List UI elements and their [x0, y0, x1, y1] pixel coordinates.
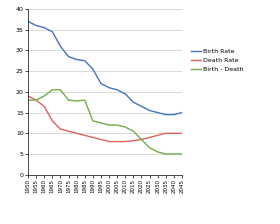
- Birth Rate: [140, 105, 143, 108]
- Birth Rate: [67, 55, 70, 58]
- Death Rate: [107, 140, 111, 143]
- Birth - Death: [67, 99, 70, 101]
- Birth Rate: [123, 93, 127, 95]
- Birth Rate: [132, 101, 135, 103]
- Birth - Death: [26, 99, 30, 101]
- Line: Birth - Death: Birth - Death: [28, 90, 182, 154]
- Line: Death Rate: Death Rate: [28, 96, 182, 142]
- Legend: Birth Rate, Death Rate, Birth - Death: Birth Rate, Death Rate, Birth - Death: [191, 49, 244, 72]
- Death Rate: [148, 136, 151, 139]
- Death Rate: [180, 132, 184, 135]
- Birth - Death: [164, 153, 167, 155]
- Birth - Death: [91, 120, 95, 122]
- Death Rate: [164, 132, 167, 135]
- Birth - Death: [180, 153, 184, 155]
- Birth - Death: [115, 124, 119, 126]
- Birth - Death: [107, 124, 111, 126]
- Birth Rate: [99, 82, 103, 85]
- Birth Rate: [75, 58, 78, 61]
- Birth Rate: [148, 109, 151, 112]
- Death Rate: [123, 140, 127, 143]
- Birth - Death: [123, 126, 127, 128]
- Birth - Death: [99, 122, 103, 124]
- Death Rate: [34, 99, 38, 101]
- Death Rate: [67, 130, 70, 133]
- Death Rate: [75, 132, 78, 135]
- Death Rate: [51, 120, 54, 122]
- Birth Rate: [164, 113, 167, 116]
- Birth Rate: [91, 68, 95, 70]
- Birth Rate: [43, 26, 46, 29]
- Birth Rate: [34, 24, 38, 27]
- Birth Rate: [115, 88, 119, 91]
- Death Rate: [172, 132, 176, 135]
- Birth Rate: [180, 111, 184, 114]
- Death Rate: [26, 95, 30, 97]
- Death Rate: [59, 128, 62, 130]
- Birth Rate: [51, 30, 54, 33]
- Birth Rate: [172, 113, 176, 116]
- Line: Birth Rate: Birth Rate: [28, 21, 182, 115]
- Birth - Death: [148, 146, 151, 149]
- Birth Rate: [83, 59, 87, 62]
- Birth - Death: [83, 99, 87, 101]
- Death Rate: [91, 136, 95, 139]
- Birth - Death: [51, 88, 54, 91]
- Birth Rate: [26, 20, 30, 23]
- Birth - Death: [132, 130, 135, 133]
- Death Rate: [156, 134, 159, 137]
- Death Rate: [99, 138, 103, 141]
- Birth - Death: [156, 151, 159, 153]
- Birth Rate: [156, 111, 159, 114]
- Birth - Death: [172, 153, 176, 155]
- Birth - Death: [43, 95, 46, 97]
- Death Rate: [115, 140, 119, 143]
- Death Rate: [43, 105, 46, 108]
- Birth Rate: [107, 86, 111, 89]
- Birth - Death: [140, 138, 143, 141]
- Death Rate: [83, 134, 87, 137]
- Birth Rate: [59, 45, 62, 47]
- Birth - Death: [75, 100, 78, 102]
- Birth - Death: [34, 99, 38, 101]
- Birth - Death: [59, 88, 62, 91]
- Death Rate: [140, 138, 143, 141]
- Death Rate: [132, 139, 135, 142]
